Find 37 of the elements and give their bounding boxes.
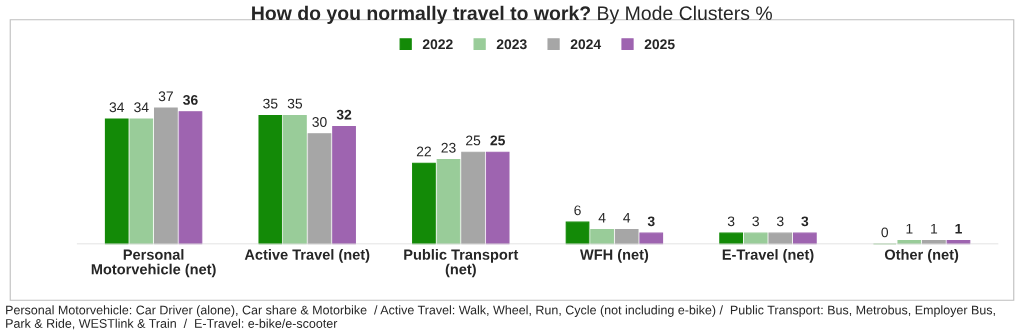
data-label: 4 bbox=[623, 212, 631, 223]
x-tick-label: Active Travel (net) bbox=[244, 249, 370, 263]
data-label: 34 bbox=[134, 102, 149, 113]
x-tick-label: Personal Motorvehicle (net) bbox=[91, 249, 216, 278]
x-tick-label: Other (net) bbox=[884, 249, 959, 263]
data-label: 22 bbox=[416, 146, 431, 157]
data-label: 37 bbox=[158, 91, 173, 102]
data-label: 3 bbox=[647, 216, 655, 227]
x-tick-label: E-Travel (net) bbox=[722, 249, 814, 263]
data-label: 3 bbox=[727, 216, 735, 227]
data-label: 25 bbox=[466, 135, 481, 146]
data-label: 6 bbox=[574, 205, 581, 216]
data-label: 1 bbox=[906, 223, 913, 234]
x-tick-label: Public Transport (net) bbox=[404, 249, 519, 278]
chart-title: How do you normally travel to work? bbox=[252, 5, 591, 24]
chart-subtitle: By Mode Clusters % bbox=[598, 5, 772, 24]
legend-label: 2024 bbox=[570, 39, 602, 50]
data-label: 23 bbox=[441, 142, 456, 153]
data-label: 25 bbox=[490, 135, 505, 146]
text: Personal Motorvehicle: Car Driver (alone), Car share & Motorbike / Active Travel: Walk, Wheel, Run, Cycle (not including e-bike) / Public Transport: Bus, Metrobus, Employer Bus, Park & Ride, WESTlink & Train / E-Travel: e-bike/e-scooter bbox=[6, 305, 995, 330]
data-label: 34 bbox=[109, 102, 125, 113]
data-label: 3 bbox=[776, 216, 784, 227]
x-tick-label: WFH (net) bbox=[579, 249, 649, 263]
data-label: 36 bbox=[183, 95, 198, 105]
data-label: 0 bbox=[881, 227, 889, 238]
data-label: 3 bbox=[752, 216, 759, 227]
data-label: 1 bbox=[955, 223, 962, 234]
legend-label: 2025 bbox=[644, 39, 675, 50]
data-label: 3 bbox=[801, 216, 809, 227]
data-label: 30 bbox=[312, 117, 327, 127]
data-label: 1 bbox=[931, 223, 938, 234]
data-label: 32 bbox=[336, 109, 352, 120]
data-label: 35 bbox=[263, 98, 278, 109]
data-label: 35 bbox=[287, 98, 303, 109]
legend-label: 2022 bbox=[422, 39, 453, 50]
legend-label: 2023 bbox=[496, 39, 527, 50]
data-label: 4 bbox=[598, 212, 606, 223]
